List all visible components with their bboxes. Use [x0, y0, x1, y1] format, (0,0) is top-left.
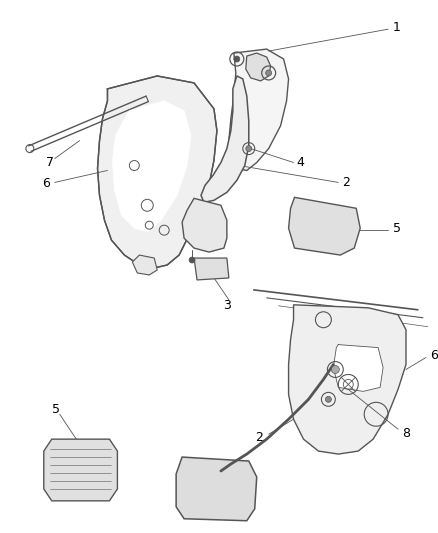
Text: 8: 8	[402, 427, 410, 440]
Text: 7: 7	[46, 156, 54, 169]
Text: 2: 2	[255, 431, 263, 443]
Polygon shape	[289, 197, 360, 255]
Polygon shape	[44, 439, 117, 501]
Circle shape	[332, 366, 339, 374]
Text: 6: 6	[42, 177, 50, 190]
Circle shape	[189, 257, 195, 263]
Polygon shape	[289, 305, 406, 454]
Text: 5: 5	[52, 403, 60, 416]
Polygon shape	[98, 76, 217, 268]
Polygon shape	[229, 49, 289, 171]
Polygon shape	[176, 457, 257, 521]
Circle shape	[266, 70, 272, 76]
Text: 3: 3	[223, 300, 231, 312]
Polygon shape	[246, 53, 271, 81]
Circle shape	[246, 146, 252, 151]
Text: 2: 2	[343, 176, 350, 189]
Polygon shape	[182, 198, 227, 252]
Polygon shape	[333, 345, 383, 391]
Polygon shape	[194, 258, 229, 280]
Circle shape	[234, 56, 240, 62]
Polygon shape	[201, 76, 249, 203]
Text: 5: 5	[393, 222, 401, 235]
Text: 6: 6	[430, 349, 438, 362]
Text: 4: 4	[297, 156, 304, 169]
Polygon shape	[132, 255, 157, 275]
Circle shape	[325, 397, 332, 402]
Text: 1: 1	[393, 21, 401, 34]
Polygon shape	[113, 101, 191, 232]
